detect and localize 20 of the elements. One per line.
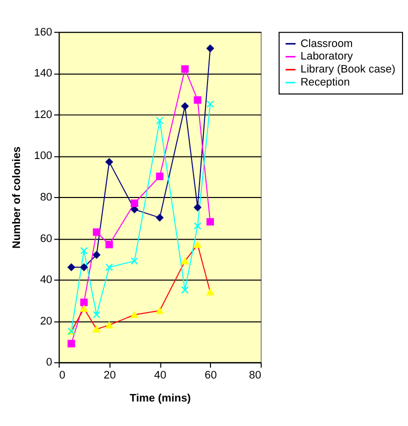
y-tick-label: 0 [46, 356, 52, 369]
y-tick-label: 100 [34, 150, 52, 162]
x-tick-label: 40 [154, 370, 166, 382]
legend-label: Laboratory [300, 50, 354, 63]
legend-label: Reception [300, 76, 350, 89]
y-axis-title: Number of colonies [11, 146, 24, 249]
y-tick-label: 140 [34, 68, 52, 80]
x-axis-title: Time (mins) [130, 392, 192, 405]
x-tick-label: 60 [204, 370, 217, 382]
x-tick-label: 20 [104, 370, 116, 382]
x-tick-label: 80 [249, 370, 262, 382]
legend-label: Classroom [300, 38, 353, 50]
x-tick-label: 0 [59, 370, 66, 382]
y-tick-label: 40 [40, 274, 52, 286]
y-tick-label: 160 [34, 26, 52, 38]
y-tick-label: 20 [40, 315, 52, 328]
y-tick-label: 120 [34, 108, 52, 121]
y-tick-label: 60 [40, 232, 52, 245]
legend-label: Library (Book case) [300, 64, 396, 76]
y-tick-label: 80 [40, 192, 52, 204]
